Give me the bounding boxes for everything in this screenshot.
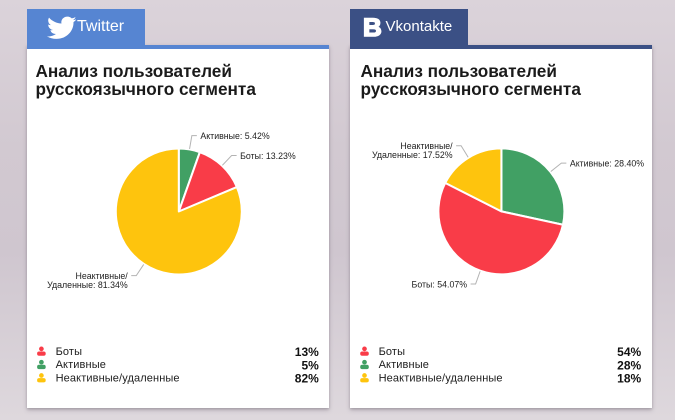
svg-text:Боты: 54.07%: Боты: 54.07%: [412, 279, 468, 289]
svg-text:Боты: Боты: [379, 346, 406, 358]
svg-text:Неактивные/: Неактивные/: [400, 141, 453, 151]
svg-text:Боты: 13.23%: Боты: 13.23%: [240, 151, 296, 161]
svg-text:Неактивные/удаленные: Неактивные/удаленные: [379, 372, 503, 384]
svg-text:Активные: 5.42%: Активные: 5.42%: [200, 131, 270, 141]
svg-text:5%: 5%: [301, 358, 319, 372]
svg-text:82%: 82%: [295, 372, 319, 386]
svg-text:Неактивные/удаленные: Неактивные/удаленные: [56, 372, 180, 384]
svg-text:Активные: Активные: [379, 359, 429, 371]
svg-text:Боты: Боты: [56, 346, 83, 358]
svg-text:Удаленные: 81.34%: Удаленные: 81.34%: [47, 280, 128, 290]
svg-text:18%: 18%: [617, 372, 641, 386]
svg-text:13%: 13%: [295, 345, 319, 359]
svg-text:Неактивные/: Неактивные/: [76, 271, 129, 281]
svg-text:Активные: Активные: [56, 359, 106, 371]
svg-text:28%: 28%: [617, 358, 641, 372]
svg-text:Активные: 28.40%: Активные: 28.40%: [570, 158, 644, 168]
svg-text:Удаленные: 17.52%: Удаленные: 17.52%: [372, 150, 453, 160]
svg-text:54%: 54%: [617, 345, 641, 359]
